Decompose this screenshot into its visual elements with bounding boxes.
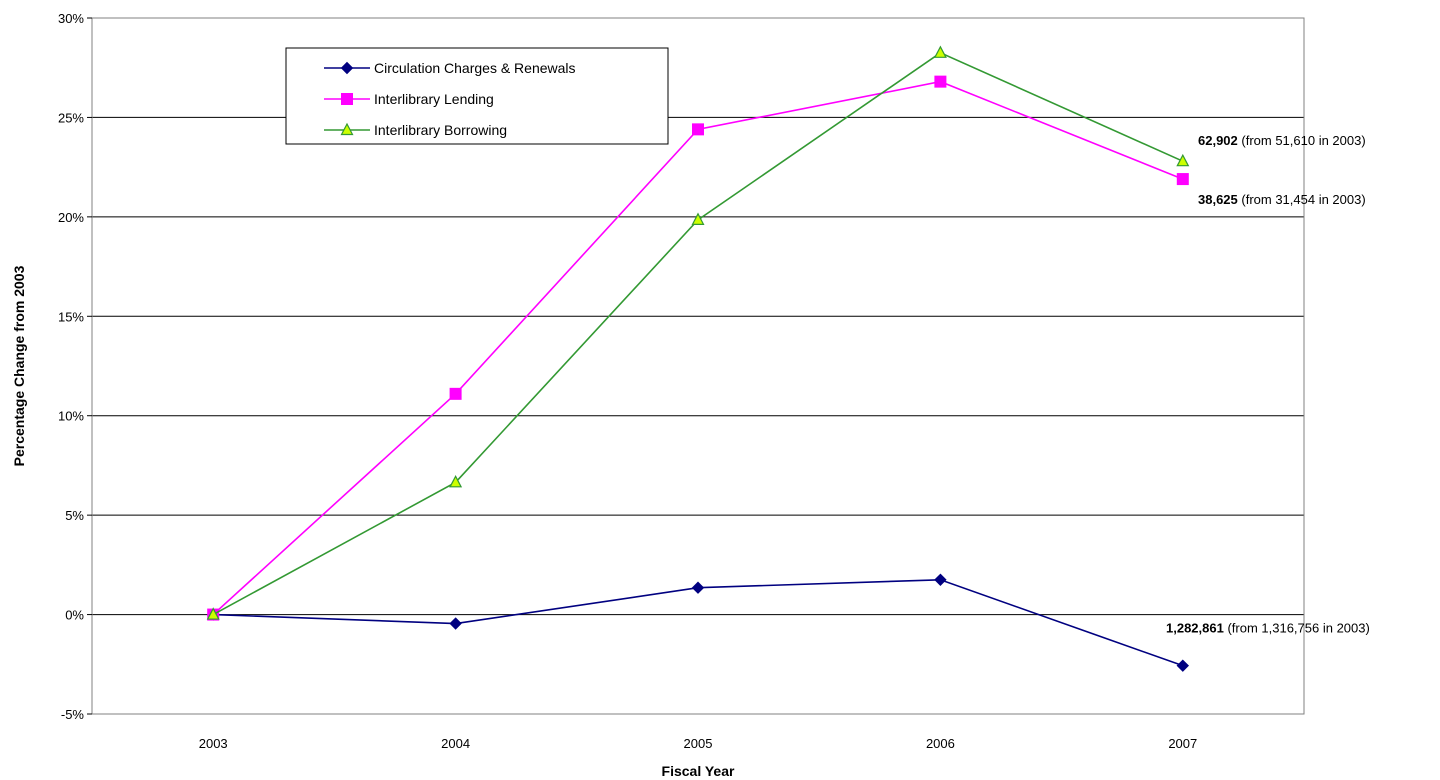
x-tick-label: 2003 <box>199 736 228 751</box>
legend-label: Circulation Charges & Renewals <box>374 60 576 76</box>
x-tick-label: 2006 <box>926 736 955 751</box>
x-axis-title: Fiscal Year <box>662 763 735 779</box>
y-tick-label: 15% <box>58 309 84 324</box>
legend-marker <box>340 122 354 136</box>
legend-label: Interlibrary Lending <box>374 91 494 107</box>
data-point <box>206 607 220 620</box>
x-tick-label: 2007 <box>1168 736 1197 751</box>
legend: Circulation Charges & Renewals Interlibra… <box>285 47 669 145</box>
data-point <box>1176 173 1189 186</box>
data-point <box>449 387 462 400</box>
legend-label: Interlibrary Borrowing <box>374 122 507 138</box>
x-tick-label: 2005 <box>684 736 713 751</box>
data-annotations: 62,902 (from 51,610 in 2003) 38,625 (fro… <box>1166 133 1370 636</box>
data-point <box>691 212 705 225</box>
data-point <box>1176 153 1190 167</box>
data-point <box>449 617 462 630</box>
series-0 <box>206 573 1190 672</box>
y-tick-label: 0% <box>65 608 84 623</box>
annotation-note: (from 31,454 in 2003) <box>1238 192 1366 207</box>
annotation-value: 1,282,861 <box>1166 621 1224 636</box>
data-point <box>449 475 463 488</box>
annotation-circulation: 1,282,861 (from 1,316,756 in 2003) <box>1166 621 1370 636</box>
series-layer <box>206 45 1190 672</box>
data-point <box>691 581 705 594</box>
plot-area <box>91 17 1305 715</box>
data-point <box>692 123 704 136</box>
data-point <box>933 45 947 58</box>
gridlines <box>92 17 1304 715</box>
y-axis-ticks: -5% 0% 5% 10% 15% 20% 25% 30% <box>58 11 92 722</box>
annotation-value: 38,625 <box>1198 192 1238 207</box>
x-tick-label: 2004 <box>441 736 470 751</box>
y-tick-label: 20% <box>58 210 84 225</box>
y-axis-title: Percentage Change from 2003 <box>11 265 27 466</box>
annotation-note: (from 51,610 in 2003) <box>1238 133 1366 148</box>
annotation-value: 62,902 <box>1198 133 1238 148</box>
legend-marker <box>340 61 354 75</box>
annotation-interlibrary-borrowing: 62,902 (from 51,610 in 2003) <box>1198 133 1366 148</box>
series-2 <box>206 45 1190 620</box>
y-tick-label: 10% <box>58 409 84 424</box>
legend-item: Circulation Charges & Renewals <box>324 60 576 76</box>
series-1 <box>207 75 1189 621</box>
y-tick-label: 5% <box>65 508 84 523</box>
x-axis-ticks: 2003 2004 2005 2006 2007 <box>199 736 1198 751</box>
y-tick-label: -5% <box>61 707 85 722</box>
y-tick-label: 30% <box>58 11 84 26</box>
legend-item: Interlibrary Borrowing <box>324 122 507 138</box>
legend-marker <box>341 93 353 105</box>
legend-item: Interlibrary Lending <box>324 91 494 107</box>
data-point <box>1176 659 1190 672</box>
y-tick-label: 25% <box>58 110 84 125</box>
annotation-note: (from 1,316,756 in 2003) <box>1224 621 1370 636</box>
annotation-interlibrary-lending: 38,625 (from 31,454 in 2003) <box>1198 192 1366 207</box>
data-point <box>934 75 947 88</box>
data-point <box>934 573 947 586</box>
